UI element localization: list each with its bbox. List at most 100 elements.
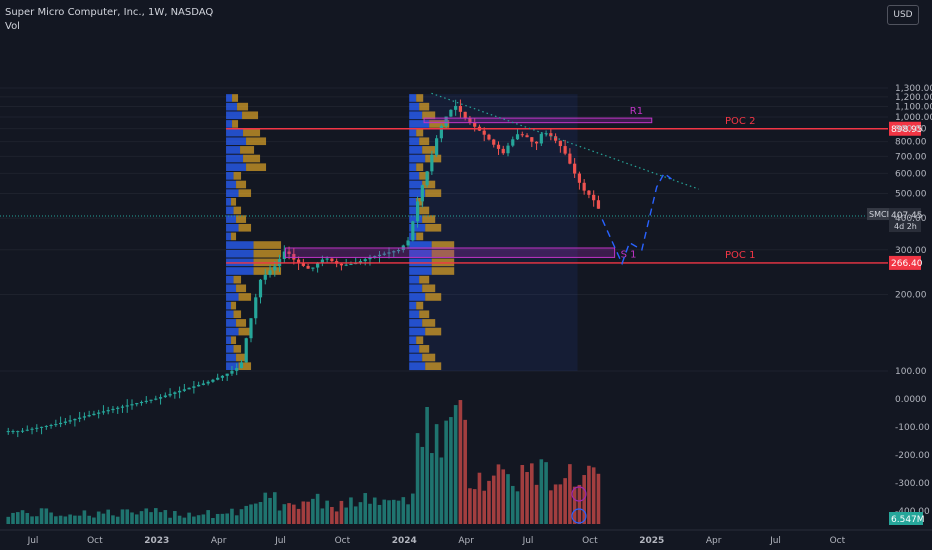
volume-bar — [249, 504, 253, 524]
volume-bar — [363, 493, 368, 524]
candle — [254, 297, 258, 319]
candle — [558, 140, 562, 147]
candle — [301, 263, 305, 266]
volume-profile-bar — [236, 215, 247, 223]
candle — [320, 259, 324, 264]
volume-profile-bar — [226, 223, 239, 232]
volume-profile-bar — [409, 353, 423, 362]
volume-bar — [20, 510, 25, 524]
price-tick-label: 1,000.00 — [895, 113, 932, 123]
volume-bar — [63, 516, 68, 524]
volume-profile-bar — [416, 94, 424, 102]
volume-bar — [472, 489, 477, 524]
candle — [454, 105, 458, 110]
candle — [35, 427, 39, 429]
candle — [368, 257, 372, 260]
volume-bar — [73, 515, 77, 524]
volume-profile-bar — [425, 189, 442, 197]
volume-bar — [11, 512, 15, 524]
volume-bar — [182, 517, 187, 524]
zone-box — [284, 247, 616, 258]
volume-profile-bar — [226, 137, 247, 146]
last-price-tag — [889, 208, 921, 233]
volume-profile-bar — [425, 223, 442, 232]
volume-bar — [215, 513, 220, 524]
volume-bar — [372, 497, 377, 524]
volume-profile-bar — [409, 345, 420, 353]
volume-bar — [315, 493, 320, 524]
candle — [501, 148, 505, 154]
volume-profile-bar — [226, 275, 234, 284]
volume-bar — [491, 475, 496, 524]
volume-bar — [173, 511, 177, 524]
candle — [187, 387, 191, 390]
volume-profile-bar — [429, 120, 450, 128]
candle — [596, 200, 601, 209]
volume-profile-bar — [246, 163, 267, 172]
volume-profile-bar — [238, 293, 252, 301]
volume-profile-bar — [416, 163, 424, 172]
volume-profile-bar — [233, 345, 242, 353]
price-tick-label: 600.00 — [895, 169, 927, 179]
volume-bar — [144, 508, 149, 524]
volume-profile-bar — [409, 301, 417, 310]
volume-profile-bar — [226, 327, 239, 336]
volume-profile-bar — [409, 319, 423, 327]
candle — [135, 403, 139, 405]
volume-profile-bar — [231, 197, 237, 206]
volume-profile-bar — [409, 146, 423, 154]
candle — [420, 185, 424, 202]
volume-profile-bar — [226, 336, 232, 345]
price-axis-tag — [889, 121, 921, 136]
time-tick-label: 2025 — [639, 536, 664, 546]
volume-profile-bar — [226, 319, 237, 327]
volume-profile-bar — [419, 345, 430, 353]
volume-profile-bar — [422, 180, 436, 189]
time-tick-label: Apr — [211, 536, 227, 546]
candle — [130, 404, 134, 406]
volume-profile-bar — [226, 120, 233, 128]
zone-box — [423, 117, 653, 124]
volume-profile-bar — [226, 206, 234, 215]
candle — [344, 264, 348, 266]
volume-bar — [387, 500, 391, 524]
price-axis-tag-label: 266.40 — [891, 259, 923, 269]
volume-bar — [568, 464, 572, 524]
volume-profile-bar — [226, 102, 238, 111]
candle — [382, 253, 386, 255]
currency-button[interactable]: USD — [887, 5, 919, 25]
candle — [92, 413, 96, 416]
volume-bar — [425, 406, 429, 524]
last-price-countdown: 4d 2h — [894, 222, 917, 231]
volume-bar — [15, 512, 20, 524]
volume-profile-bar — [409, 241, 432, 249]
volume-profile-bar — [226, 146, 241, 154]
volume-bar — [49, 512, 53, 524]
volume-bar — [68, 514, 72, 524]
volume-profile-bar — [226, 345, 234, 353]
volume-bar — [92, 517, 96, 524]
candle — [506, 145, 510, 154]
volume-bar — [296, 508, 301, 524]
earnings-event-icon — [571, 486, 587, 502]
candle — [192, 386, 196, 388]
candle — [30, 428, 34, 430]
volume-profile-bar — [226, 94, 233, 102]
candle — [349, 264, 353, 266]
volume-profile-bar — [226, 310, 234, 319]
candle — [463, 111, 467, 119]
volume-profile-bar — [242, 111, 259, 120]
volume-bar — [196, 515, 201, 524]
candle — [458, 105, 463, 112]
volume-profile-bar — [231, 336, 237, 345]
candle — [82, 416, 87, 418]
price-tick-label: 500.00 — [895, 189, 927, 199]
candle — [201, 383, 205, 385]
volume-bar — [163, 510, 168, 524]
candle — [387, 252, 391, 254]
candle — [549, 133, 553, 137]
candle — [206, 381, 210, 384]
candle — [411, 221, 415, 241]
candle — [139, 401, 144, 404]
